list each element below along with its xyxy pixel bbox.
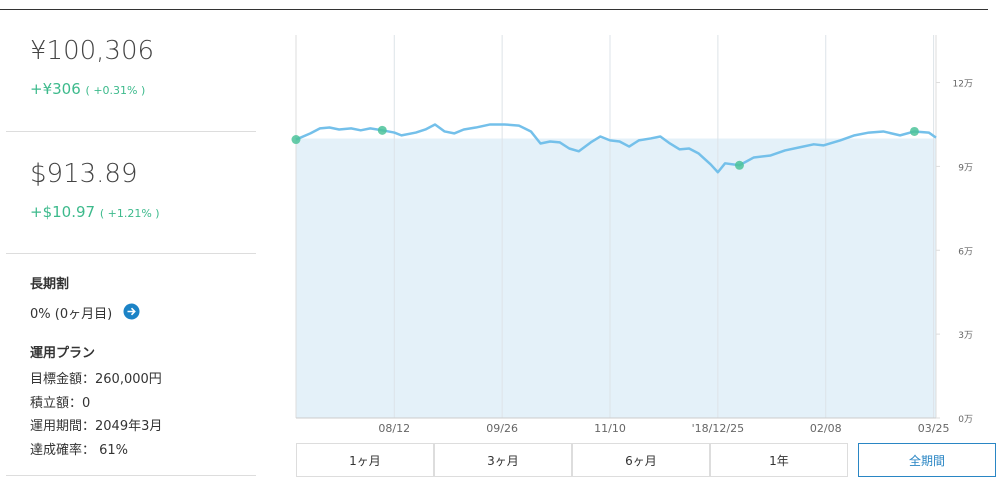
jpy-change: +¥306 ( +0.31% ): [30, 80, 145, 98]
chart: 08/12 09/26 11/10 '18/12/25 02/08 03/25 0万 3万 6万…: [291, 35, 973, 435]
event-dot: [734, 160, 744, 170]
principal-area: [296, 138, 936, 418]
range-button[interactable]: 1ヶ月: [296, 443, 434, 477]
x-tick-label: 11/10: [594, 422, 626, 435]
event-dot: [909, 126, 919, 136]
x-tick-label: '18/12/25: [692, 422, 744, 435]
x-tick-label: 09/26: [486, 422, 518, 435]
long-term-title: 長期割: [30, 277, 70, 292]
value-line: [295, 123, 937, 174]
jpy-change-pct: ( +0.31% ): [85, 84, 146, 97]
usd-change-value: +$10.97: [30, 203, 96, 221]
x-tick-label: 02/08: [810, 422, 842, 435]
jpy-change-value: +¥306: [30, 80, 81, 98]
event-dot: [377, 125, 387, 135]
jpy-amount: ¥100,306: [30, 36, 155, 66]
y-tick-label: 0万: [958, 415, 973, 425]
range-button[interactable]: 6ヶ月: [572, 443, 710, 477]
range-button[interactable]: 3ヶ月: [434, 443, 572, 477]
y-tick-label: 3万: [958, 331, 973, 341]
y-tick-label: 6万: [958, 247, 973, 257]
divider: [6, 131, 256, 132]
x-tick-label: 03/25: [918, 422, 950, 435]
event-dot: [291, 135, 301, 145]
y-tick-label: 9万: [958, 163, 973, 173]
divider: [6, 475, 256, 476]
y-tick-label: 12万: [953, 80, 973, 90]
long-term-value: 0% (0ヶ月目): [30, 307, 113, 322]
info-arrow[interactable]: [123, 303, 140, 320]
x-tick-label: 08/12: [378, 422, 410, 435]
top-rule: [0, 9, 988, 10]
plan-title: 運用プラン: [30, 346, 96, 361]
usd-amount: $913.89: [30, 159, 138, 189]
usd-change: +$10.97 ( +1.21% ): [30, 203, 160, 221]
plan-item: 目標金額：260,000円: [30, 372, 162, 387]
range-button[interactable]: 1年: [710, 443, 848, 477]
usd-change-pct: ( +1.21% ): [99, 207, 160, 220]
plan-item: 達成確率： 61%: [30, 443, 129, 459]
plan-item: 積立額：0: [30, 395, 91, 411]
divider: [6, 253, 256, 254]
plan-item: 運用期間：2049年3月: [30, 419, 163, 435]
range-button[interactable]: 全期間: [858, 443, 996, 477]
